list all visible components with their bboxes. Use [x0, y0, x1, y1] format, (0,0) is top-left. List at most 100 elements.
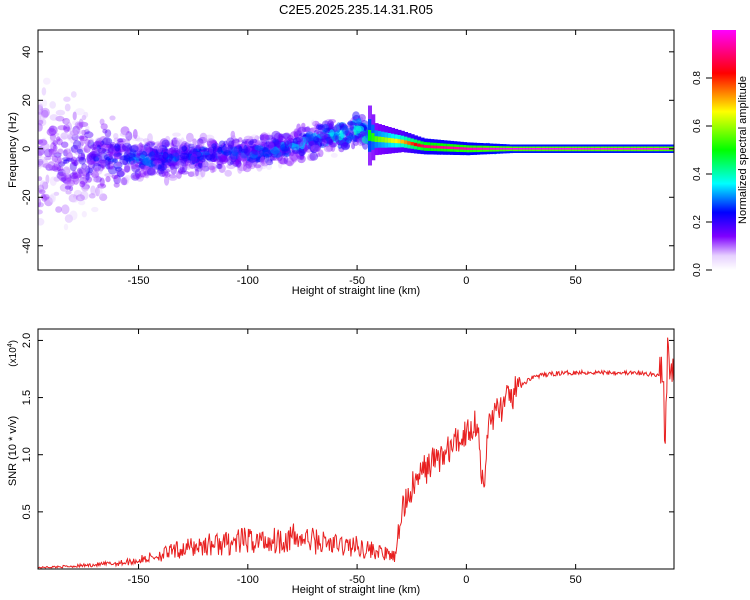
spectrogram-cell	[128, 158, 137, 165]
spectrogram-carrier-cell	[594, 148, 599, 150]
spectrogram-cell	[211, 166, 217, 173]
spectrogram-carrier-cell	[590, 148, 595, 150]
spectrogram-cell	[144, 169, 150, 179]
spectrogram-carrier-cell	[617, 148, 622, 150]
spectrogram-cell	[263, 158, 271, 165]
spectrogram-cell	[327, 120, 335, 128]
spectrogram-cell	[138, 163, 145, 168]
spectrogram-carrier-cell	[492, 147, 497, 150]
spectrogram-cell	[111, 174, 119, 180]
spectrogram-cell	[156, 143, 163, 153]
spectrogram-cell	[301, 136, 307, 147]
spectrogram-cell	[38, 198, 42, 208]
spectrogram-cell	[182, 155, 189, 162]
spectrogram-cell	[162, 151, 169, 160]
spectrogram-cell	[49, 125, 55, 133]
snr-x-tick-label: -100	[237, 574, 259, 586]
spectrogram-carrier-cell	[535, 148, 540, 150]
spectrogram-carrier-cell	[368, 130, 372, 141]
spectrogram-cell	[340, 142, 351, 150]
spectrogram-cell	[107, 147, 114, 156]
spectrogram-carrier-cell	[371, 133, 376, 142]
spectrogram-cell	[172, 132, 181, 137]
spectrogram-cell	[271, 130, 281, 141]
spectrogram-cell	[72, 120, 79, 126]
spectrogram-carrier-cell	[548, 148, 553, 150]
spectrogram-cell	[44, 155, 52, 161]
spectrogram-cell	[42, 163, 52, 169]
spectrogram-cell	[49, 132, 60, 137]
spectrogram-cell	[167, 148, 174, 154]
spectrogram-cell	[143, 165, 152, 172]
spectrogram-cell	[126, 153, 136, 158]
spectrogram-cell	[347, 121, 356, 126]
spectrogram-cell	[74, 127, 81, 136]
spectrogram-cell	[81, 129, 87, 136]
spectrogram-cell	[171, 147, 181, 157]
spectrogram-cell	[211, 145, 217, 151]
spectrogram-cell	[274, 140, 282, 147]
spectrogram-cell	[55, 109, 66, 116]
spectrogram-cell	[288, 147, 295, 157]
spectrogram-cell	[164, 154, 171, 164]
spectrogram-cell	[140, 164, 146, 172]
spectrogram-cell	[70, 156, 77, 165]
spectrogram-cell	[115, 161, 122, 167]
spectrogram-cell	[330, 142, 336, 152]
spectrogram-cell	[61, 157, 71, 162]
spectrogram-carrier-cell	[509, 148, 513, 150]
spectrogram-cell	[138, 142, 143, 152]
spectrogram-cell	[156, 154, 167, 163]
spectrogram-carrier-cell	[620, 148, 625, 150]
spectrogram-cell	[81, 185, 89, 193]
spectrogram-cell	[101, 148, 111, 154]
spectrogram-cell	[97, 160, 107, 169]
spectrogram-cell	[51, 155, 59, 163]
spectrogram-carrier-cell	[568, 148, 572, 150]
spectrogram-cell	[292, 149, 302, 154]
spectrogram-cell	[164, 170, 169, 177]
spectrogram-cell	[200, 160, 209, 168]
spectrogram-cell	[114, 143, 121, 152]
spectrogram-cell	[60, 132, 71, 140]
spectrogram-cell	[102, 137, 113, 146]
spectrogram-carrier-cell	[495, 147, 500, 150]
spectrogram-cell	[323, 145, 334, 153]
spectrogram-cell	[70, 174, 80, 182]
spectrogram-cell	[76, 122, 83, 130]
spectrogram-cell	[41, 99, 48, 107]
spectrogram-cell	[169, 162, 176, 169]
spectrogram-cell	[180, 155, 188, 164]
spectrogram-cell	[152, 160, 162, 166]
spectrogram-cell	[220, 155, 230, 163]
spectrogram-cell	[113, 154, 119, 160]
spectrogram-cell	[132, 174, 142, 180]
spectrogram-cell	[312, 120, 320, 127]
colorbar-tick-label: 0.2	[692, 215, 703, 229]
spectrogram-carrier-cell	[587, 148, 592, 150]
spectrogram-cell	[82, 164, 89, 175]
spectrogram-cell	[292, 137, 302, 145]
spectrogram-cell	[100, 162, 106, 170]
spectrogram-cell	[70, 139, 77, 144]
spectrogram-cell	[109, 141, 117, 151]
spectrogram-cell	[38, 105, 44, 115]
spectrogram-cell	[78, 200, 86, 206]
spectrogram-cell	[250, 134, 258, 140]
spectrogram-cell	[196, 138, 204, 145]
spectrogram-carrier-cell	[525, 148, 530, 150]
spectrogram-carrier-cell	[453, 146, 458, 150]
spectrogram-cell	[91, 150, 101, 158]
spectrogram-cell	[60, 177, 67, 182]
spectrogram-carrier-cell	[541, 148, 546, 150]
spectrogram-cell	[180, 149, 186, 158]
spectrogram-cell	[90, 144, 97, 150]
spectrogram-cell	[223, 157, 228, 163]
spectrogram-cell	[105, 156, 114, 165]
spectrogram-cell	[44, 148, 53, 158]
spectrogram-cell	[90, 153, 96, 159]
spectrogram-cell	[68, 185, 74, 192]
spectrogram-carrier-cell	[538, 148, 543, 150]
spectrogram-cell	[77, 148, 83, 154]
spectrogram-cell	[183, 161, 188, 169]
